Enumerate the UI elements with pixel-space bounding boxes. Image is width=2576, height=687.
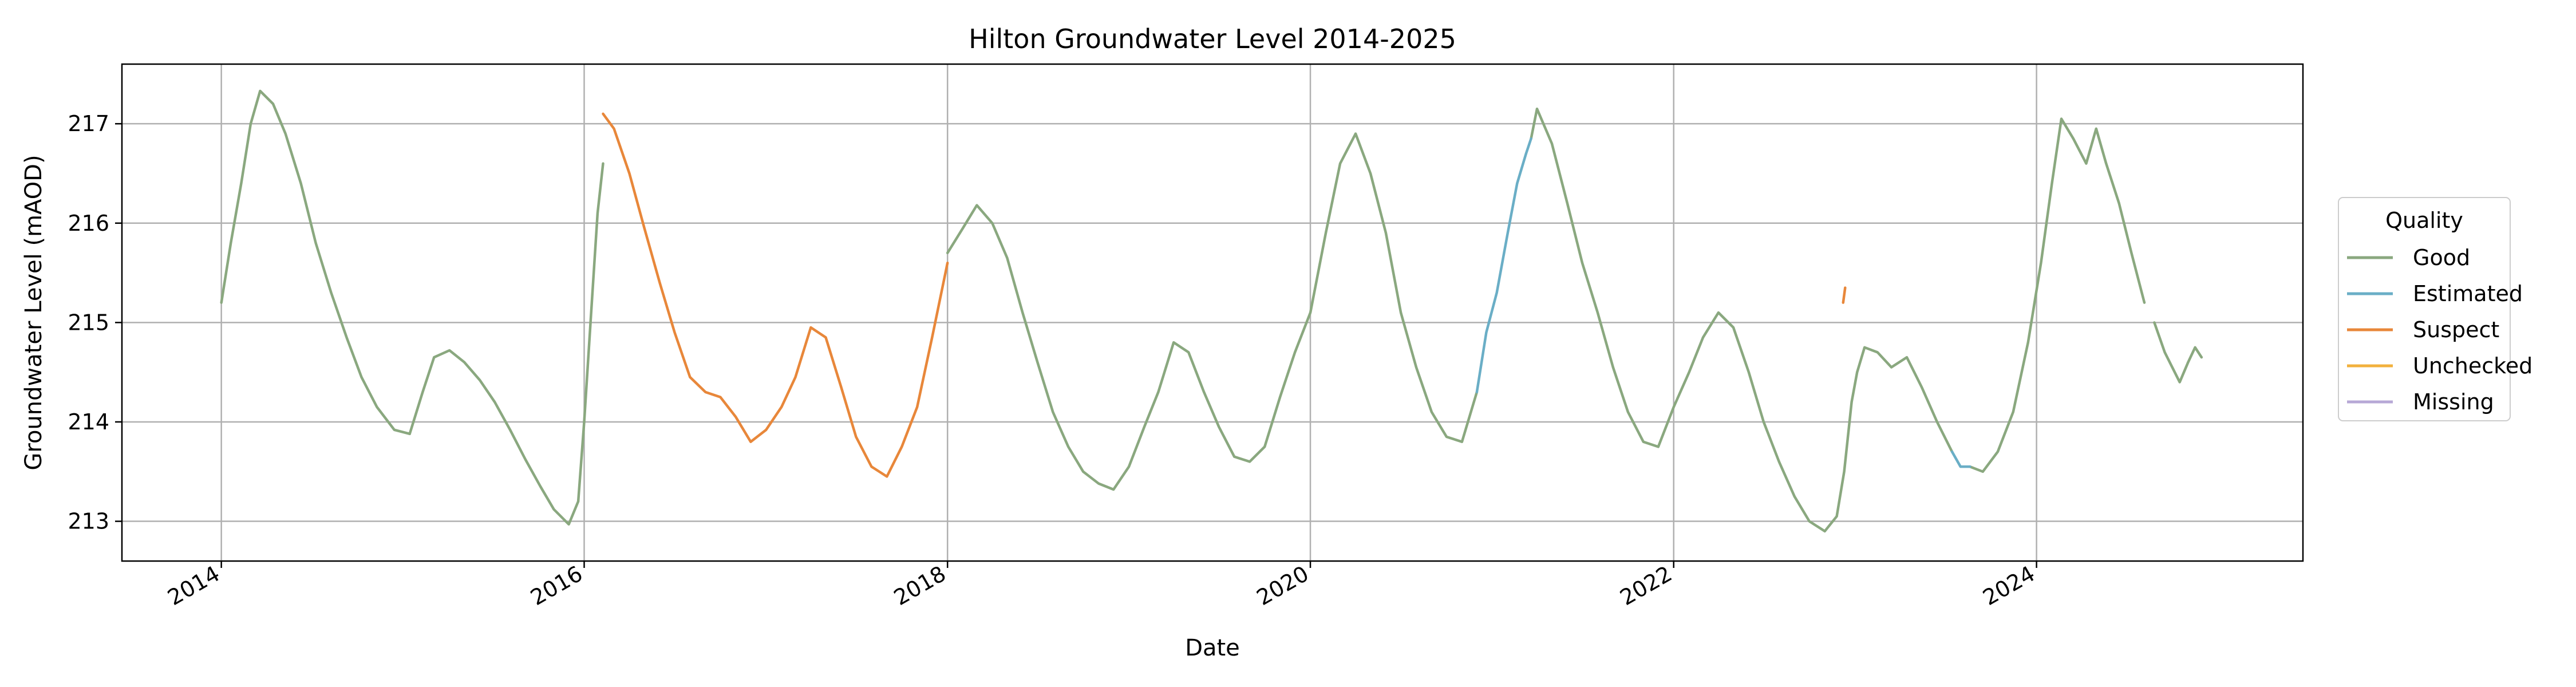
series-line-good [1530,107,1954,533]
series-line-good [946,132,1479,491]
legend-item-good: Good [2347,245,2470,270]
series-line-estimated [1475,137,1532,394]
plot-frame [121,63,2304,562]
series-line-good [2153,321,2203,384]
series-line-suspect [602,112,949,478]
legend-label: Estimated [2413,281,2523,306]
x-axis-label: Date [1185,635,1240,661]
legend: Quality Good Estimated Suspect Unchecked Mis… [2338,197,2532,421]
series-line-good [1969,117,2146,473]
legend-title: Quality [2385,208,2463,233]
y-tick-label: 217 [68,111,109,136]
legend-item-estimated: Estimated [2347,281,2523,306]
legend-item-suspect: Suspect [2347,317,2499,342]
y-axis-label: Groundwater Level (mAOD) [21,155,47,470]
grid [122,64,2303,561]
legend-label: Unchecked [2413,353,2532,378]
series-line-suspect [1842,286,1847,304]
y-tick-label: 213 [68,509,109,534]
plot-series [220,89,2203,533]
y-tick-label: 216 [68,211,109,236]
legend-items: Good Estimated Suspect Unchecked Missing [2347,245,2532,414]
y-tick-label: 215 [68,310,109,335]
series-line-good [220,89,605,526]
legend-item-unchecked: Unchecked [2347,353,2532,378]
y-axis: 213 214 215 216 217 [68,111,122,534]
y-tick-label: 214 [68,409,109,435]
legend-label: Good [2413,245,2470,270]
legend-item-missing: Missing [2347,389,2494,414]
legend-label: Suspect [2413,317,2499,342]
series-line-estimated [1950,450,1971,468]
legend-label: Missing [2413,389,2494,414]
chart-title: Hilton Groundwater Level 2014-2025 [969,23,1456,54]
